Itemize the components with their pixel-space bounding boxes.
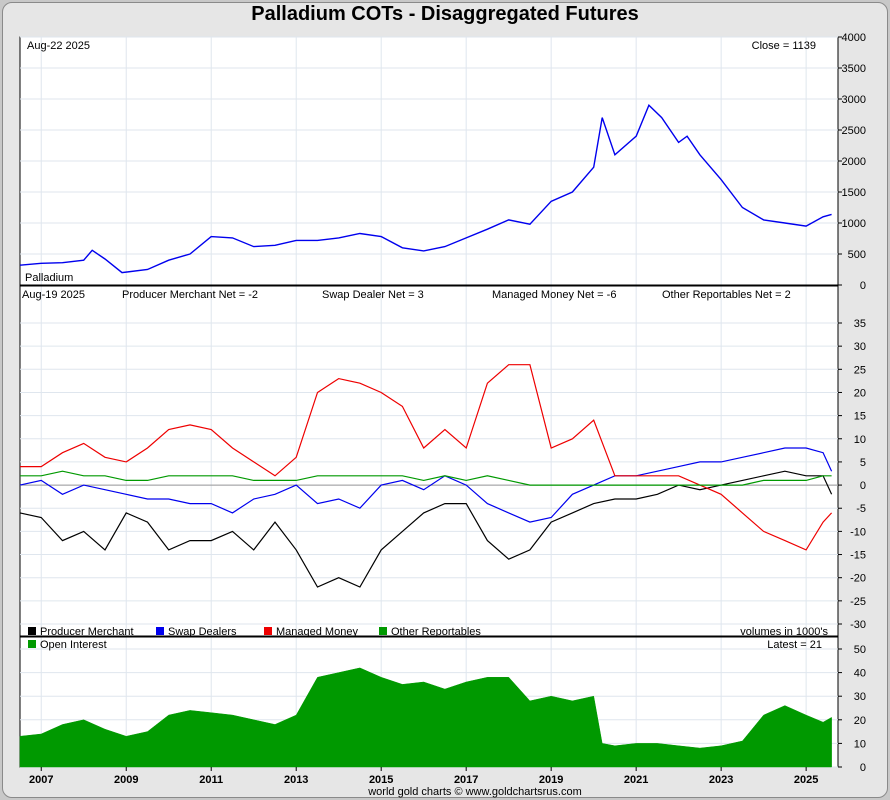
y-tick-label: -25 [850, 596, 866, 608]
y-tick-label: 4000 [842, 32, 866, 44]
legend-swap: Swap Dealers [168, 626, 237, 638]
y-tick-label: 0 [860, 480, 866, 492]
legend-producer: Producer Merchant [40, 626, 134, 638]
oi-latest-label: Latest = 21 [767, 639, 822, 651]
price-line [19, 103, 832, 274]
y-tick-label: -30 [850, 619, 866, 631]
x-tick-label: 2019 [539, 774, 563, 786]
y-axis-ticks: 05001000150020002500300035004000-30-25-2… [838, 32, 866, 774]
y-tick-label: -10 [850, 526, 866, 538]
net-label-swap: Swap Dealer Net = 3 [322, 289, 424, 301]
x-tick-label: 2009 [114, 774, 138, 786]
x-tick-label: 2011 [199, 774, 223, 786]
x-tick-label: 2007 [29, 774, 53, 786]
x-tick-label: 2015 [369, 774, 393, 786]
y-tick-label: 3500 [842, 63, 866, 75]
swap-dealers-line [19, 447, 833, 523]
x-tick-label: 2021 [624, 774, 648, 786]
legend-open-interest: Open Interest [40, 639, 107, 651]
y-tick-label: 20 [854, 715, 866, 727]
producer-merchant-line [19, 470, 833, 588]
y-tick-label: 10 [854, 738, 866, 750]
y-tick-label: 30 [854, 691, 866, 703]
x-tick-label: 2013 [284, 774, 308, 786]
legend-swatch-swap [156, 627, 164, 635]
y-tick-label: 25 [854, 364, 866, 376]
y-tick-label: 1000 [842, 218, 866, 230]
y-tick-label: 20 [854, 387, 866, 399]
price-date-label: Aug-22 2025 [27, 40, 90, 52]
managed-money-line [20, 364, 833, 551]
y-tick-label: 35 [854, 318, 866, 330]
x-tick-label: 2025 [794, 774, 818, 786]
price-close-label: Close = 1139 [752, 40, 816, 52]
open-interest-area [19, 667, 832, 768]
net-label-producer: Producer Merchant Net = -2 [122, 289, 258, 301]
legend-swatch-oi [28, 640, 36, 648]
cot-date-label: Aug-19 2025 [22, 289, 85, 301]
legend-swatch-other [379, 627, 387, 635]
x-tick-label: 2023 [709, 774, 733, 786]
y-tick-label: 1500 [842, 187, 866, 199]
y-tick-label: -5 [856, 503, 866, 515]
y-tick-label: 40 [854, 668, 866, 680]
net-label-managed: Managed Money Net = -6 [492, 289, 616, 301]
price-series-label: Palladium [25, 272, 73, 284]
y-tick-label: 500 [848, 249, 866, 261]
net-label-other: Other Reportables Net = 2 [662, 289, 791, 301]
x-tick-label: 2017 [454, 774, 478, 786]
units-label: volumes in 1000's [740, 626, 828, 638]
y-tick-label: 50 [854, 644, 866, 656]
y-tick-label: 2500 [842, 125, 866, 137]
chart-marks [19, 103, 838, 768]
y-tick-label: 0 [860, 762, 866, 774]
y-tick-label: 5 [860, 457, 866, 469]
y-tick-label: 30 [854, 341, 866, 353]
legend-other: Other Reportables [391, 626, 481, 638]
footer-credit: world gold charts © www.goldchartsrus.co… [367, 786, 582, 798]
y-tick-label: -20 [850, 573, 866, 585]
other-reportables-line [20, 470, 832, 486]
y-tick-label: 10 [854, 434, 866, 446]
plot-area [19, 36, 839, 768]
y-tick-label: 0 [860, 280, 866, 292]
y-tick-label: 15 [854, 411, 866, 423]
y-tick-label: -15 [850, 550, 866, 562]
y-tick-label: 3000 [842, 94, 866, 106]
x-axis-ticks: 2007 2009 2011 2013 2015 2017 2019 2021 2023 2025 [29, 767, 818, 786]
y-tick-label: 2000 [842, 156, 866, 168]
legend-swatch-producer [28, 627, 36, 635]
legend-swatch-managed [264, 627, 272, 635]
legend-managed: Managed Money [276, 626, 358, 638]
chart-title: Palladium COTs - Disaggregated Futures [251, 3, 639, 25]
